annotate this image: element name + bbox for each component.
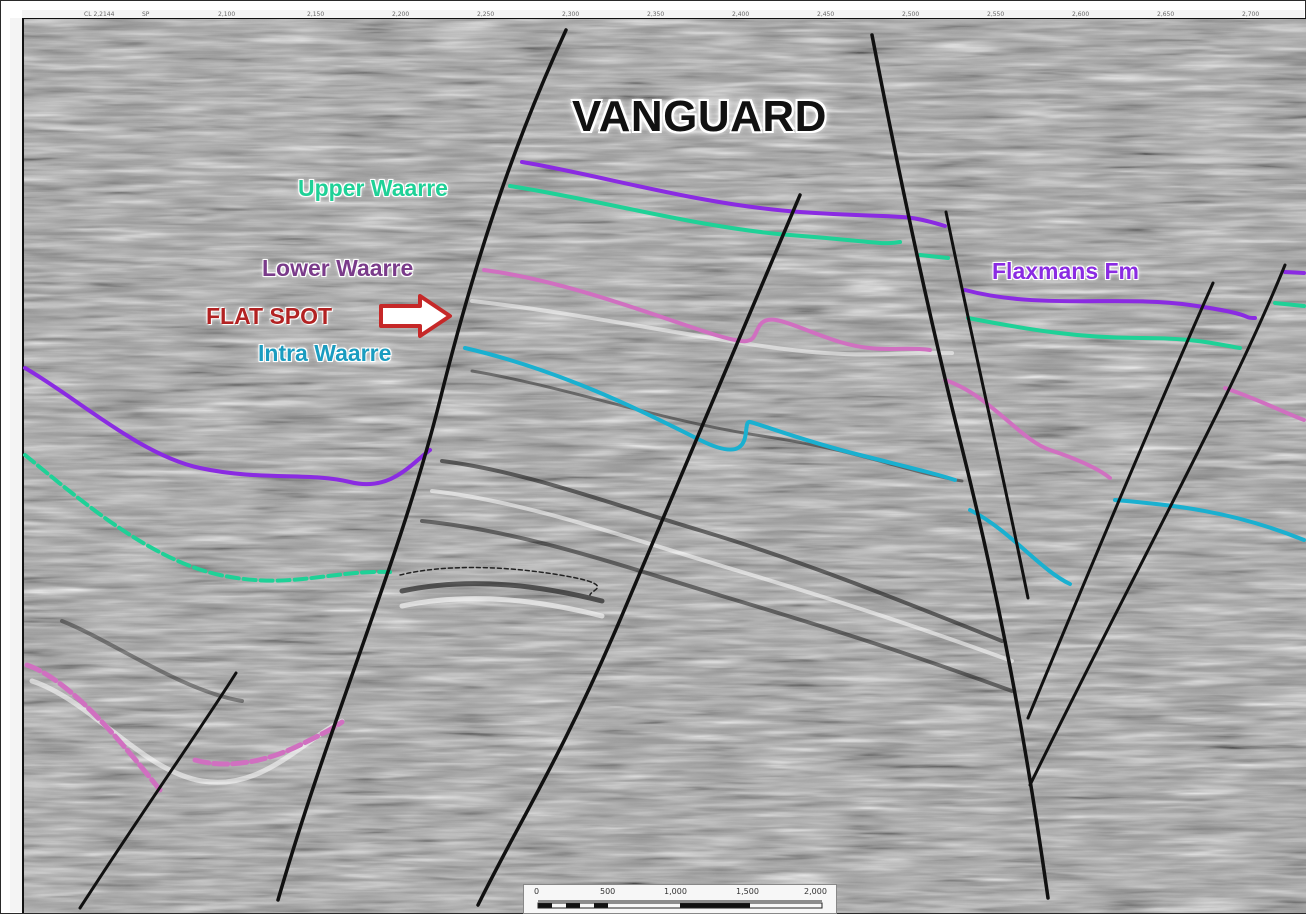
- top-axis-tick: CL 2,2144: [84, 11, 115, 18]
- fault-main-east: [870, 33, 1050, 900]
- top-axis-tick: SP: [142, 11, 150, 18]
- scale-tick: 1,000: [664, 887, 687, 896]
- intra-waarre-horizon-right: [968, 508, 1072, 586]
- scale-tick: 500: [600, 887, 616, 896]
- top-axis-tick: 2,600: [1072, 11, 1090, 18]
- upper-waarre-label: Upper Waarre: [298, 175, 448, 201]
- scale-tick: 1,500: [736, 887, 759, 896]
- flat-spot-outline: [399, 566, 599, 596]
- flaxmans-horizon-right: [963, 288, 1257, 320]
- upper-waarre-horizon-crest2: [918, 253, 950, 260]
- lower-waarre-label: Lower Waarre: [262, 255, 414, 281]
- fault-central: [476, 193, 802, 907]
- fault-east-minor: [944, 210, 1030, 600]
- lower-waarre-horizon-east: [1223, 386, 1306, 422]
- upper-waarre-horizon-right: [966, 316, 1242, 350]
- top-axis-tick: 2,200: [392, 11, 410, 18]
- flaxmans-horizon-east: [1283, 270, 1306, 275]
- fault-west-minor: [78, 671, 238, 910]
- top-axis-tick: 2,550: [987, 11, 1005, 18]
- top-axis-tick: 2,650: [1157, 11, 1175, 18]
- upper-waarre-horizon-left: [23, 453, 392, 583]
- upper-waarre-horizon-crest: [508, 184, 902, 246]
- upper-waarre-horizon-east: [1273, 301, 1306, 308]
- flat-spot-arrow: [379, 294, 452, 338]
- top-axis-tick: 2,350: [647, 11, 665, 18]
- fault-east-synthetic-1: [1026, 281, 1215, 720]
- fault-east-synthetic-2: [1028, 263, 1287, 787]
- reflector-bands: [29, 299, 1014, 785]
- lower-waarre-horizon-left: [24, 662, 345, 793]
- fault-main-west: [276, 28, 568, 902]
- scale-ruler: [537, 900, 823, 909]
- lower-waarre-horizon-right: [943, 378, 1112, 480]
- top-axis-tick: 2,500: [902, 11, 920, 18]
- top-axis-tick: 2,250: [477, 11, 495, 18]
- top-axis-tick: 2,300: [562, 11, 580, 18]
- lower-waarre-horizon-crest: [482, 268, 932, 352]
- flaxmans-label: Flaxmans Fm: [992, 258, 1139, 284]
- section-title: VANGUARD: [572, 92, 827, 141]
- scale-bar: 0 500 1,000 1,500 2,000: [523, 884, 837, 914]
- flaxmans-horizon-left: [23, 366, 432, 486]
- top-axis-tick: 2,150: [307, 11, 325, 18]
- flat-spot-label: FLAT SPOT: [206, 303, 333, 329]
- top-axis-tick: 2,400: [732, 11, 750, 18]
- flaxmans-horizon-crest: [520, 160, 947, 228]
- intra-waarre-label: Intra Waarre: [258, 340, 392, 366]
- top-axis-tick: 2,450: [817, 11, 835, 18]
- top-axis-tick: 2,700: [1242, 11, 1260, 18]
- scale-tick: 2,000: [804, 887, 827, 896]
- intra-waarre-horizon-east: [1113, 498, 1306, 542]
- scale-tick: 0: [534, 887, 540, 896]
- intra-waarre-horizon-crest: [463, 346, 957, 482]
- top-axis-tick: 2,100: [218, 11, 236, 18]
